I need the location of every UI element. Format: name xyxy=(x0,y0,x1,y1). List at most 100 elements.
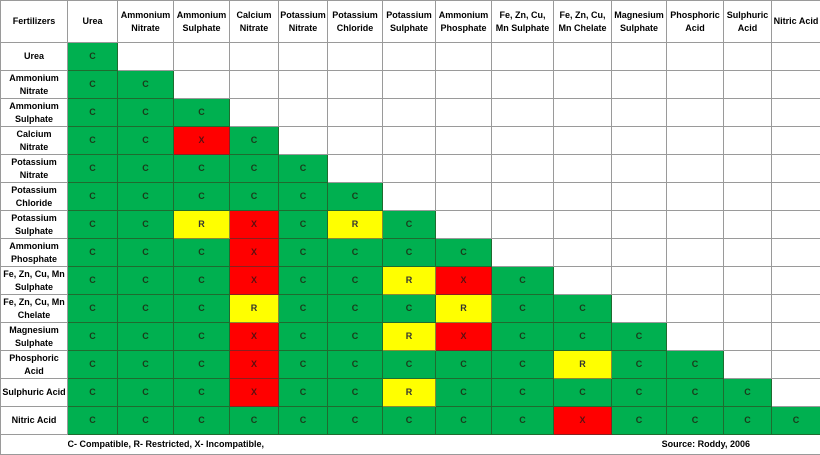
compatibility-cell: C xyxy=(68,43,118,71)
col-header: Magnesium Sulphate xyxy=(612,1,667,43)
empty-cell xyxy=(612,267,667,295)
empty-cell xyxy=(667,43,724,71)
empty-cell xyxy=(772,99,820,127)
empty-cell xyxy=(772,351,820,379)
compatibility-cell: C xyxy=(68,239,118,267)
compatibility-cell: C xyxy=(279,267,328,295)
compatibility-cell: C xyxy=(279,407,328,435)
compatibility-cell: C xyxy=(328,323,383,351)
compatibility-cell: C xyxy=(554,295,612,323)
compatibility-cell: C xyxy=(383,407,436,435)
empty-cell xyxy=(667,155,724,183)
empty-cell xyxy=(612,211,667,239)
compatibility-cell: C xyxy=(667,379,724,407)
compatibility-cell: C xyxy=(174,351,230,379)
compatibility-cell: C xyxy=(328,295,383,323)
compatibility-cell: C xyxy=(68,71,118,99)
compatibility-cell: C xyxy=(436,239,492,267)
compatibility-cell: R xyxy=(328,211,383,239)
compatibility-cell: C xyxy=(118,211,174,239)
compatibility-cell: C xyxy=(667,407,724,435)
empty-cell xyxy=(612,295,667,323)
row-header: Urea xyxy=(1,43,68,71)
empty-cell xyxy=(724,323,772,351)
compatibility-cell: C xyxy=(436,351,492,379)
empty-cell xyxy=(612,239,667,267)
row-header: Potassium Nitrate xyxy=(1,155,68,183)
empty-cell xyxy=(667,127,724,155)
compatibility-cell: C xyxy=(68,267,118,295)
compatibility-cell: C xyxy=(68,127,118,155)
row-header: Fe, Zn, Cu, Mn Chelate xyxy=(1,295,68,323)
compatibility-cell: C xyxy=(118,239,174,267)
compatibility-cell: R xyxy=(230,295,279,323)
compatibility-cell: C xyxy=(492,267,554,295)
compatibility-cell: C xyxy=(118,155,174,183)
compatibility-cell: C xyxy=(279,211,328,239)
empty-cell xyxy=(554,239,612,267)
compatibility-cell: C xyxy=(667,351,724,379)
empty-cell xyxy=(436,127,492,155)
empty-cell xyxy=(436,155,492,183)
empty-cell xyxy=(667,183,724,211)
compatibility-cell: C xyxy=(328,239,383,267)
empty-cell xyxy=(554,99,612,127)
compatibility-cell: C xyxy=(68,295,118,323)
compatibility-cell: C xyxy=(174,379,230,407)
compatibility-cell: C xyxy=(118,267,174,295)
col-header: Urea xyxy=(68,1,118,43)
empty-cell xyxy=(492,99,554,127)
compatibility-cell: C xyxy=(612,323,667,351)
compatibility-cell: X xyxy=(230,323,279,351)
empty-cell xyxy=(667,71,724,99)
empty-cell xyxy=(554,155,612,183)
row-header: Ammonium Phosphate xyxy=(1,239,68,267)
empty-cell xyxy=(724,351,772,379)
compatibility-cell: R xyxy=(436,295,492,323)
empty-cell xyxy=(667,99,724,127)
compatibility-cell: C xyxy=(279,183,328,211)
compatibility-cell: C xyxy=(118,99,174,127)
empty-cell xyxy=(383,155,436,183)
empty-cell xyxy=(772,323,820,351)
empty-cell xyxy=(436,71,492,99)
compatibility-cell: C xyxy=(68,407,118,435)
col-header: Potassium Nitrate xyxy=(279,1,328,43)
empty-cell xyxy=(436,211,492,239)
compatibility-cell: C xyxy=(724,407,772,435)
compatibility-cell: C xyxy=(174,295,230,323)
empty-cell xyxy=(436,99,492,127)
compatibility-cell: C xyxy=(279,295,328,323)
compatibility-cell: C xyxy=(492,407,554,435)
compatibility-cell: C xyxy=(68,379,118,407)
compatibility-cell: C xyxy=(772,407,820,435)
col-header: Nitric Acid xyxy=(772,1,820,43)
empty-cell xyxy=(772,155,820,183)
compatibility-cell: C xyxy=(230,155,279,183)
compatibility-cell: C xyxy=(68,99,118,127)
empty-cell xyxy=(772,43,820,71)
empty-cell xyxy=(492,71,554,99)
empty-cell xyxy=(492,239,554,267)
empty-cell xyxy=(436,183,492,211)
compatibility-cell: C xyxy=(68,323,118,351)
empty-cell xyxy=(230,43,279,71)
legend-text: C- Compatible, R- Restricted, X- Incompa… xyxy=(68,435,436,455)
empty-cell xyxy=(667,323,724,351)
compatibility-cell: X xyxy=(554,407,612,435)
col-header: Calcium Nitrate xyxy=(230,1,279,43)
compatibility-cell: C xyxy=(118,183,174,211)
compatibility-cell: C xyxy=(612,407,667,435)
compatibility-cell: C xyxy=(174,155,230,183)
empty-cell xyxy=(772,127,820,155)
col-header: Phosphoric Acid xyxy=(667,1,724,43)
compatibility-cell: C xyxy=(118,407,174,435)
empty-cell xyxy=(554,267,612,295)
empty-cell xyxy=(230,71,279,99)
compatibility-cell: C xyxy=(492,351,554,379)
